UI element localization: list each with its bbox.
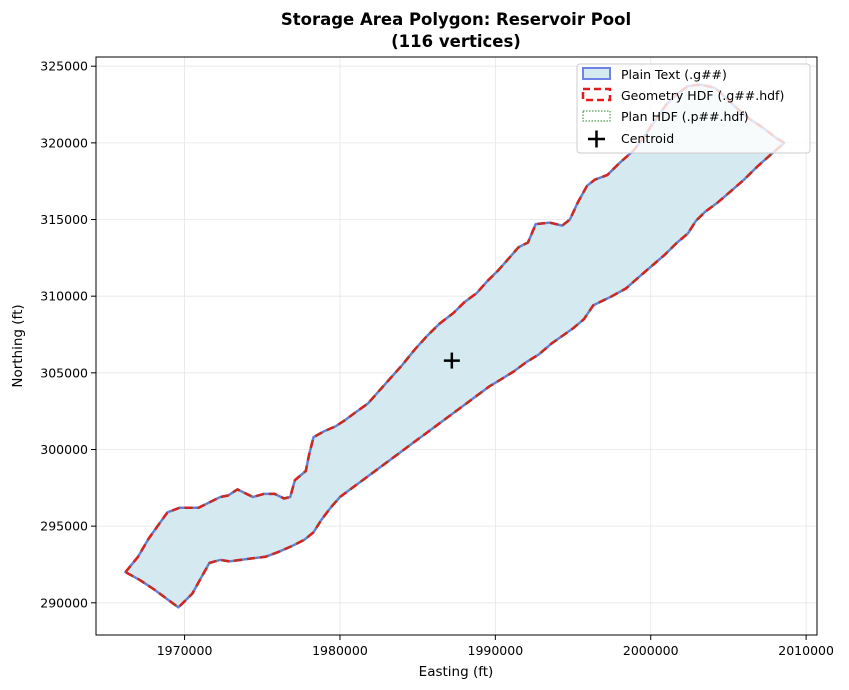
legend-centroid-marker: [588, 130, 605, 148]
y-tick-label: 315000: [40, 212, 88, 227]
legend-swatch-geometry-hdf: [581, 87, 612, 102]
plot-frame: [95, 56, 818, 636]
y-tick-label: 300000: [40, 442, 88, 457]
legend-swatch-plain-text: [582, 67, 611, 80]
legend-box: [576, 63, 811, 154]
chart-title-line-2: (116 vertices): [391, 32, 521, 51]
x-axis-label: Easting (ft): [419, 664, 494, 680]
x-axis: 1970000 1980000 1990000 2000000 2010000: [157, 635, 834, 658]
y-tick-label: 290000: [40, 595, 88, 610]
x-tick-label: 1990000: [468, 643, 524, 658]
x-tick-label: 2010000: [778, 643, 834, 658]
y-tick-label: 320000: [40, 135, 88, 150]
y-tick-label: 295000: [40, 519, 88, 534]
legend-label-plan-hdf: Plan HDF (.p##.hdf): [621, 109, 749, 124]
y-tick-label: 305000: [40, 365, 88, 380]
polygon-layer: [124, 83, 786, 609]
x-tick-label: 2000000: [623, 643, 679, 658]
legend-label-geometry-hdf: Geometry HDF (.g##.hdf): [621, 88, 784, 103]
x-tick-label: 1970000: [157, 643, 213, 658]
y-tick-label: 310000: [40, 289, 88, 304]
chart-title-line-1: Storage Area Polygon: Reservoir Pool: [281, 10, 631, 29]
legend: Plain Text (.g##) Geometry HDF (.g##.hdf…: [576, 63, 811, 154]
polygon-fill: [125, 84, 785, 608]
centroid-marker: [443, 352, 460, 369]
legend-swatch-plan-hdf: [582, 110, 611, 122]
y-axis: 290000 295000 300000 305000 310000 315000 3200…: [40, 59, 96, 610]
y-tick-label: 325000: [40, 59, 88, 74]
legend-label-plain-text: Plain Text (.g##): [621, 67, 727, 82]
y-axis-label: Northing (ft): [10, 304, 26, 387]
centroid-layer: [443, 352, 460, 369]
legend-label-centroid: Centroid: [621, 131, 674, 146]
x-tick-label: 1980000: [312, 643, 368, 658]
